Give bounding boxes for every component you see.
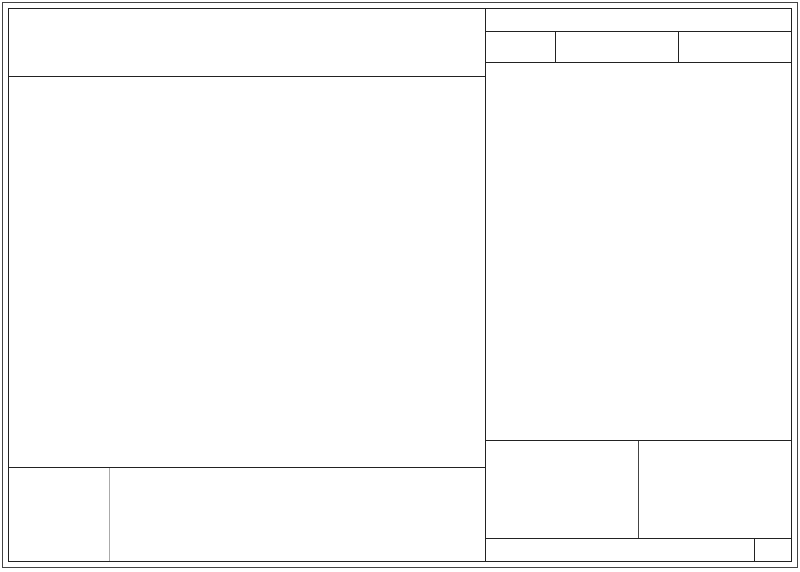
- legend: [130, 468, 485, 561]
- landuse-table-left: [486, 441, 638, 538]
- map-panel: [9, 9, 486, 561]
- bounds-values: [556, 32, 679, 62]
- bottom-strip: [9, 467, 485, 561]
- requirements-header: [486, 9, 791, 32]
- landuse-table-title: [486, 429, 791, 441]
- landuse-table: [486, 441, 791, 538]
- planning-map[interactable]: [9, 77, 485, 482]
- landuse-table-right: [638, 441, 791, 538]
- title-bar: [9, 19, 485, 77]
- date: [755, 539, 791, 561]
- requirements-panel: [486, 9, 791, 561]
- location-inset-map: [9, 471, 107, 549]
- scale-bar-cell: [679, 32, 791, 62]
- panel-rows: [486, 63, 791, 429]
- legend-title: [110, 468, 130, 561]
- company-name: [486, 539, 755, 561]
- title-block: [486, 538, 791, 561]
- sheet-inner-frame: [8, 8, 792, 562]
- bounds-row: [486, 32, 791, 63]
- compass-and-scalebar: [682, 34, 788, 60]
- location-inset: [9, 468, 110, 561]
- bounds-label: [486, 32, 556, 62]
